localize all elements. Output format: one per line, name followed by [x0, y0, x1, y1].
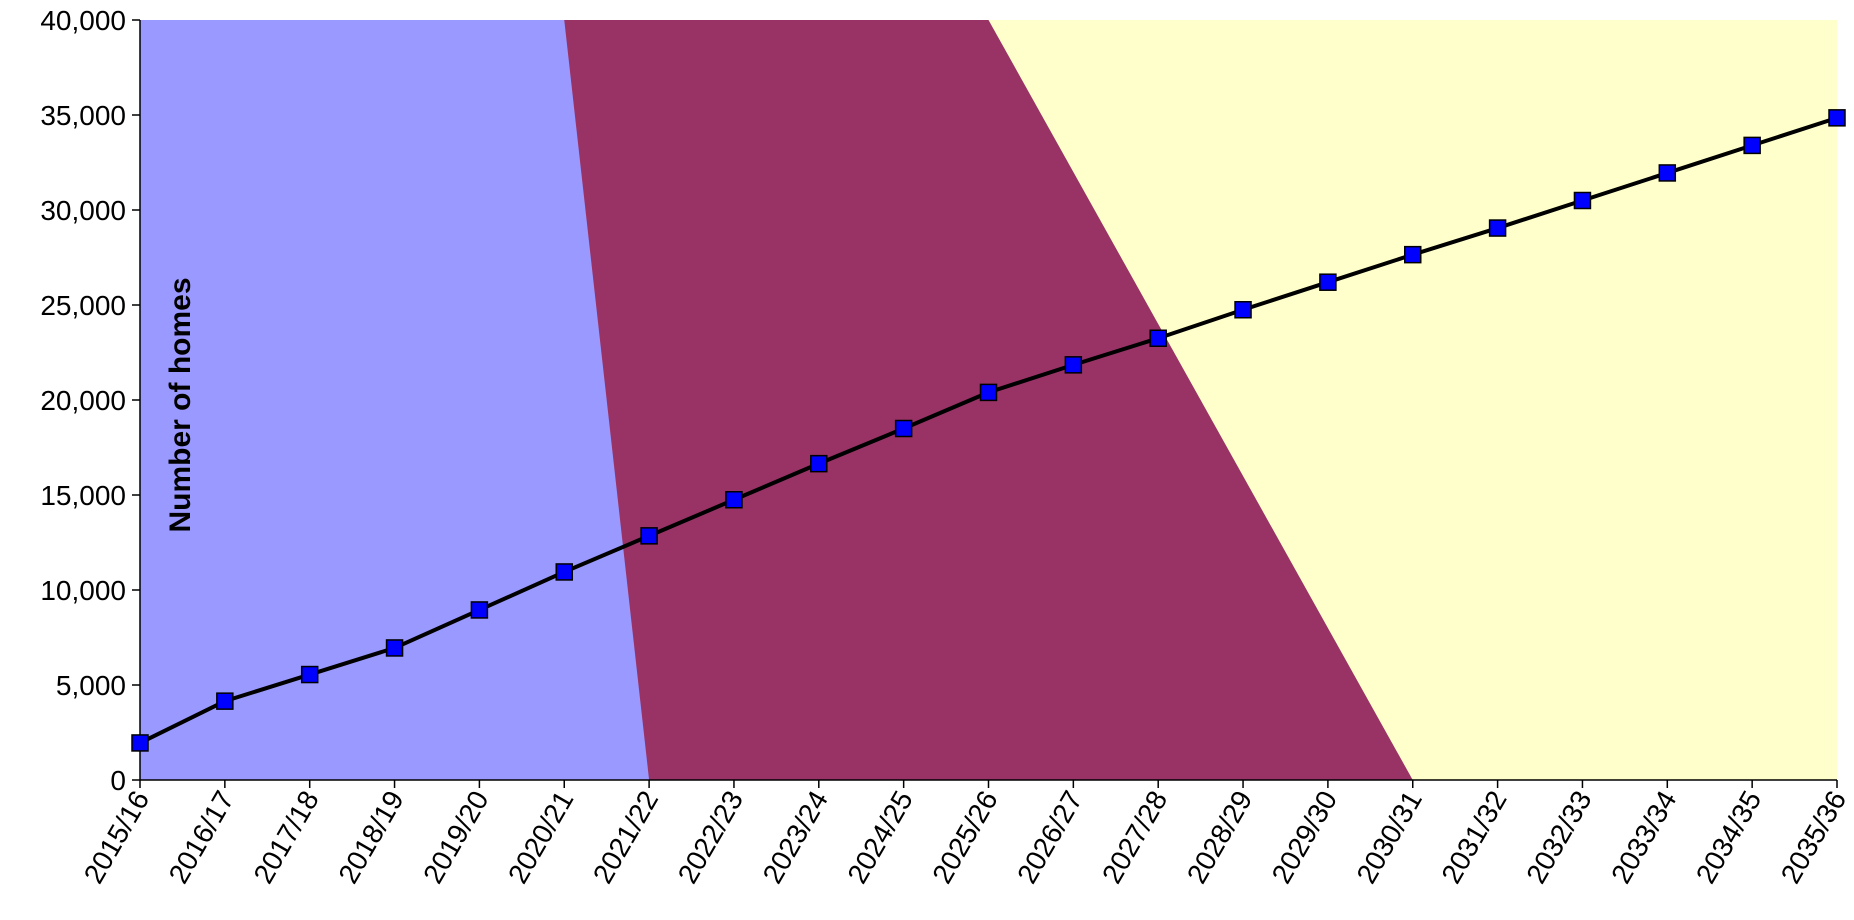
data-point-marker [1234, 301, 1252, 319]
data-point-marker [725, 491, 743, 509]
x-tick-label: 2026/27 [1011, 786, 1088, 889]
data-point-marker [894, 419, 913, 438]
data-point-marker [640, 527, 658, 545]
x-tick-label: 2031/32 [1435, 786, 1512, 889]
data-point-marker [300, 665, 319, 684]
y-tick-label: 25,000 [40, 290, 126, 321]
y-tick-label: 0 [110, 765, 126, 796]
x-tick-label: 2020/21 [502, 786, 579, 889]
y-tick-label: 10,000 [40, 575, 126, 606]
data-point-marker [1319, 273, 1337, 291]
x-tick-label: 2030/31 [1350, 786, 1427, 889]
data-point-marker [385, 639, 404, 657]
y-tick-label: 15,000 [40, 480, 126, 511]
data-point-marker [1149, 329, 1167, 347]
x-tick-label: 2025/26 [926, 786, 1003, 889]
data-point-marker [1658, 164, 1677, 182]
x-axis-ticks: 2015/16 2016/17 2017/18 2018/19 2019/20 2020/… [78, 780, 1852, 889]
data-point-marker [1828, 109, 1846, 127]
x-tick-label: 2022/23 [672, 786, 749, 889]
x-tick-label: 2035/36 [1775, 786, 1852, 889]
data-point-marker [131, 734, 149, 752]
x-tick-label: 2032/33 [1520, 786, 1597, 889]
data-point-marker [1404, 245, 1422, 264]
background-regions [140, 20, 1837, 780]
y-tick-label: 35,000 [40, 100, 126, 131]
series [131, 109, 1846, 752]
x-tick-label: 2024/25 [841, 786, 918, 889]
x-tick-label: 2016/17 [163, 786, 240, 889]
data-point-marker [979, 383, 998, 402]
data-point-marker [1064, 356, 1083, 374]
y-axis-title: Number of homes [164, 277, 197, 532]
data-point-marker [810, 454, 828, 473]
background-region-1 [140, 20, 650, 780]
data-point-marker [1743, 136, 1761, 155]
data-point-marker [1488, 219, 1507, 237]
x-tick-label: 2023/24 [757, 786, 834, 889]
y-tick-label: 30,000 [40, 195, 126, 226]
x-tick-label: 2033/34 [1605, 786, 1682, 889]
x-tick-label: 2029/30 [1266, 786, 1343, 889]
data-point-marker [555, 563, 573, 581]
x-tick-label: 2027/28 [1096, 786, 1173, 889]
x-tick-label: 2018/19 [332, 786, 409, 889]
data-point-marker [216, 692, 234, 710]
data-point-marker [470, 601, 489, 619]
y-tick-label: 5,000 [56, 670, 126, 701]
y-axis-ticks: 0 5,000 10,000 15,000 20,000 25,000 30,000 35,0… [40, 5, 140, 796]
data-point-marker [1573, 191, 1592, 210]
y-tick-label: 40,000 [40, 5, 126, 36]
x-tick-label: 2017/18 [247, 786, 324, 889]
x-tick-label: 2034/35 [1690, 786, 1767, 889]
x-tick-label: 2019/20 [417, 786, 494, 889]
x-tick-label: 2028/29 [1181, 786, 1258, 889]
y-tick-label: 20,000 [40, 385, 126, 416]
x-tick-label: 2015/16 [78, 786, 155, 889]
x-tick-label: 2021/22 [587, 786, 664, 889]
